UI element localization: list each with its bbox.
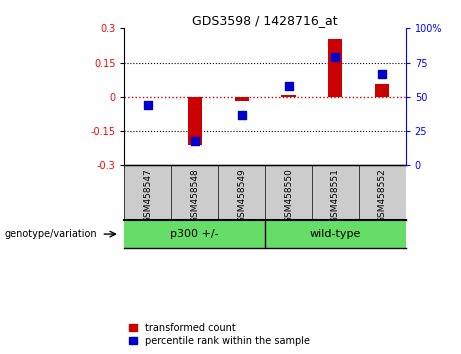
Bar bbox=[235, 97, 248, 102]
Legend: transformed count, percentile rank within the sample: transformed count, percentile rank withi… bbox=[130, 323, 310, 346]
Text: GSM458551: GSM458551 bbox=[331, 168, 340, 223]
Point bbox=[238, 112, 245, 118]
Text: GSM458552: GSM458552 bbox=[378, 168, 387, 223]
Bar bbox=[375, 84, 389, 97]
Bar bbox=[188, 97, 202, 145]
Text: GSM458548: GSM458548 bbox=[190, 168, 199, 223]
Text: GSM458550: GSM458550 bbox=[284, 168, 293, 223]
Text: GSM458549: GSM458549 bbox=[237, 168, 246, 223]
Text: wild-type: wild-type bbox=[310, 229, 361, 239]
Title: GDS3598 / 1428716_at: GDS3598 / 1428716_at bbox=[192, 14, 338, 27]
Bar bbox=[282, 95, 296, 97]
Point bbox=[144, 102, 152, 108]
Point bbox=[191, 138, 198, 144]
Point bbox=[285, 83, 292, 89]
Text: GSM458547: GSM458547 bbox=[143, 168, 153, 223]
Point bbox=[378, 71, 386, 76]
Text: genotype/variation: genotype/variation bbox=[5, 229, 97, 239]
Text: p300 +/-: p300 +/- bbox=[171, 229, 219, 239]
Point bbox=[332, 54, 339, 60]
Bar bbox=[328, 39, 343, 97]
